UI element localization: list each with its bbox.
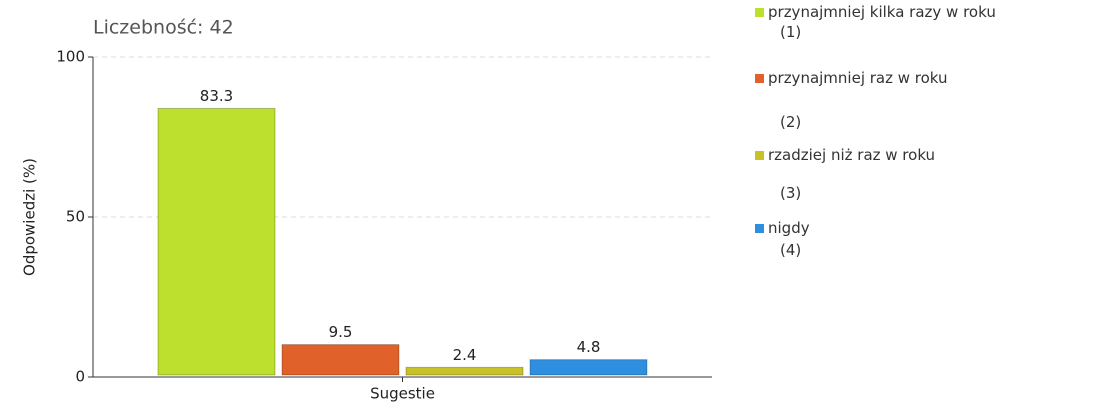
legend-swatch [755, 224, 764, 233]
legend-line: przynajmniej kilka razy w roku [768, 3, 996, 21]
bar [157, 107, 276, 376]
data-label: 9.5 [329, 323, 353, 341]
legend-swatch [755, 74, 764, 83]
legend-line: nigdy [768, 219, 810, 237]
legend-line: (2) [780, 113, 801, 131]
legend-swatch [755, 151, 764, 160]
legend-label: nigdy (4) [768, 219, 810, 259]
y-tick-label: 100 [56, 48, 85, 66]
bar [281, 344, 400, 376]
y-axis-label: Odpowiedzi (%) [21, 158, 39, 276]
legend-label: przynajmniej kilka razy w roku (1) [768, 3, 996, 41]
bar [529, 359, 648, 376]
legend-label: przynajmniej raz w roku (2) [768, 69, 948, 131]
x-tick-label: Sugestie [370, 385, 435, 403]
data-label: 4.8 [577, 338, 601, 356]
y-tick-label: 50 [66, 208, 85, 226]
legend-line: rzadziej niż raz w roku [768, 146, 935, 164]
legend-swatch [755, 8, 764, 17]
legend-line: przynajmniej raz w roku [768, 69, 948, 87]
legend-line: (3) [780, 184, 801, 202]
chart-title: Liczebność: 42 [93, 17, 234, 39]
bar [405, 366, 524, 376]
legend-line: (1) [780, 23, 801, 41]
legend-line: (4) [780, 241, 801, 259]
y-tick-label: 0 [75, 368, 85, 386]
data-label: 2.4 [453, 346, 477, 364]
data-label: 83.3 [200, 87, 233, 105]
legend-label: rzadziej niż raz w roku (3) [768, 146, 935, 202]
